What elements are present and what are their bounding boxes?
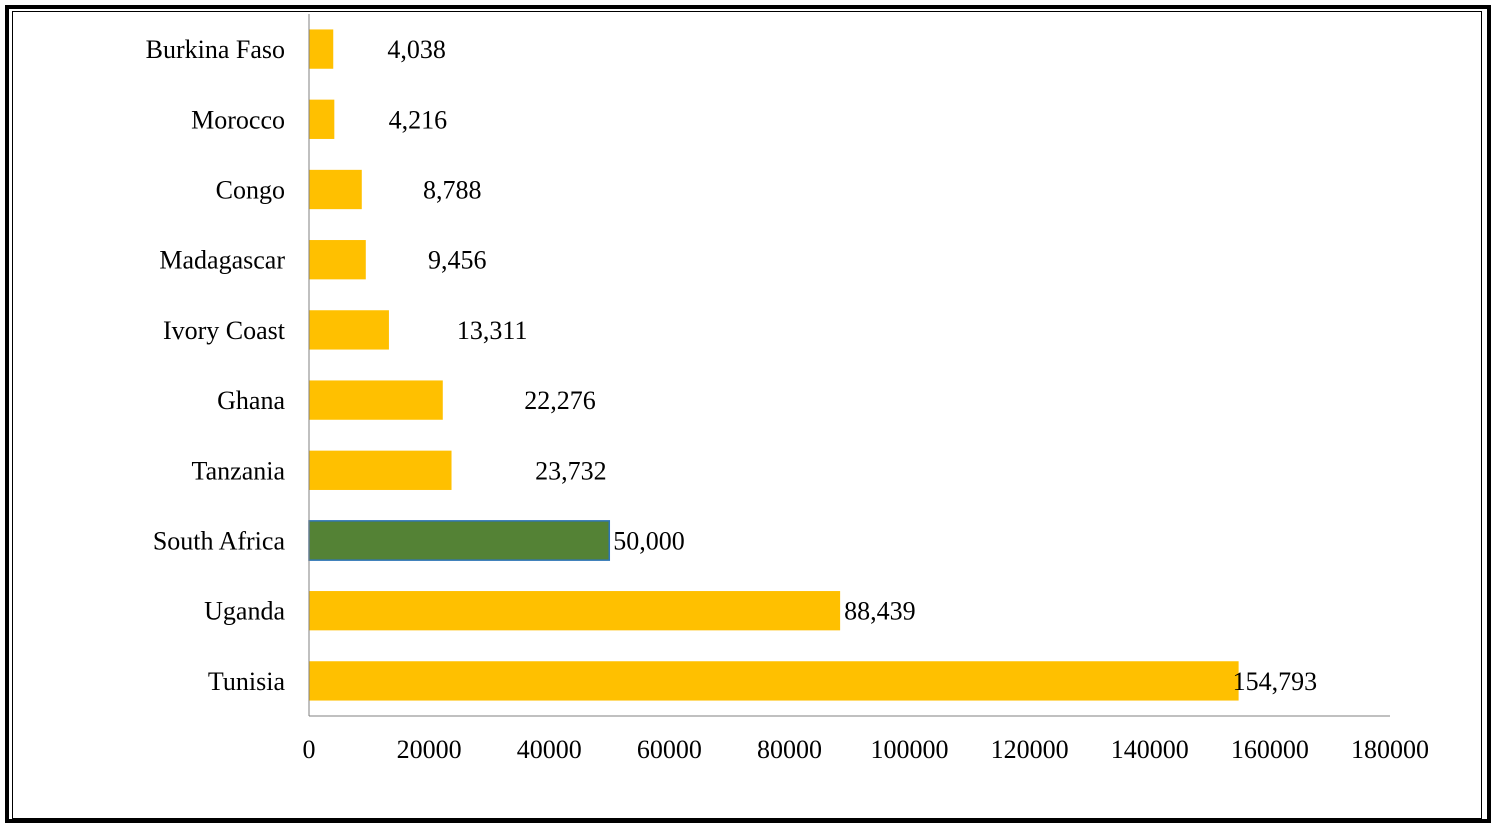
bar-uganda [309, 591, 841, 631]
x-tick-label-0: 0 [303, 735, 316, 764]
x-tick-label-80000: 80000 [757, 735, 822, 764]
data-label-morocco: 4,216 [389, 105, 448, 134]
bar-ghana [309, 380, 443, 420]
bar-tunisia [309, 661, 1239, 701]
data-label-south-africa: 50,000 [613, 527, 685, 556]
data-label-madagascar: 9,456 [428, 246, 487, 275]
bar-ivory-coast [309, 310, 389, 350]
data-label-ivory-coast: 13,311 [457, 316, 528, 345]
bar-morocco [309, 99, 335, 139]
data-label-tunisia: 154,793 [1233, 667, 1318, 696]
inner-frame [12, 11, 1482, 819]
x-tick-labels: 0 20000 40000 60000 80000 100000 120000 140000 1… [303, 735, 1430, 764]
category-label-morocco: Morocco [191, 105, 285, 134]
data-label-congo: 8,788 [423, 176, 482, 205]
bars-group [308, 29, 1239, 701]
x-tick-label-180000: 180000 [1351, 735, 1429, 764]
category-label-madagascar: Madagascar [159, 246, 285, 275]
outer-frame [5, 5, 1491, 823]
axes-group [308, 14, 1390, 717]
data-label-burkina-faso: 4,038 [387, 35, 446, 64]
bar-tanzania [309, 450, 452, 490]
category-label-congo: Congo [216, 176, 285, 205]
data-label-tanzania: 23,732 [535, 456, 607, 485]
category-label-tunisia: Tunisia [208, 667, 286, 696]
x-tick-label-60000: 60000 [637, 735, 702, 764]
x-tick-label-20000: 20000 [397, 735, 462, 764]
x-tick-label-140000: 140000 [1111, 735, 1189, 764]
category-labels: Burkina Faso Morocco Congo Madagascar Ivory … [146, 35, 286, 696]
category-label-ivory-coast: Ivory Coast [163, 316, 286, 345]
category-label-uganda: Uganda [204, 597, 285, 626]
bar-south-africa [308, 520, 611, 561]
data-label-ghana: 22,276 [524, 386, 596, 415]
x-tick-label-160000: 160000 [1231, 735, 1309, 764]
category-label-ghana: Ghana [217, 386, 285, 415]
category-label-south-africa: South Africa [153, 527, 286, 556]
category-label-tanzania: Tanzania [192, 456, 286, 485]
data-labels: 4,038 4,216 8,788 9,456 13,311 22,276 23,732 50… [387, 35, 1317, 696]
bar-madagascar [309, 240, 366, 280]
x-tick-label-100000: 100000 [871, 735, 949, 764]
x-tick-label-40000: 40000 [517, 735, 582, 764]
bar-burkina-faso [309, 29, 334, 69]
data-label-uganda: 88,439 [844, 597, 916, 626]
category-label-burkina-faso: Burkina Faso [146, 35, 285, 64]
x-tick-label-120000: 120000 [991, 735, 1069, 764]
bar-congo [309, 169, 362, 210]
